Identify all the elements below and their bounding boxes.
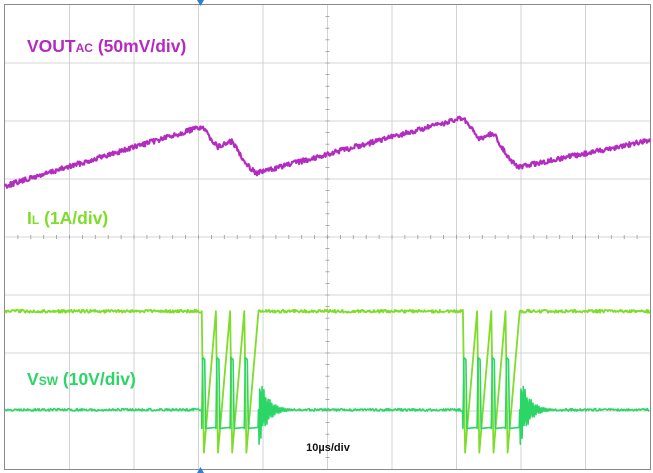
trace-il xyxy=(4,308,651,454)
traces xyxy=(3,115,651,454)
trace-vsw xyxy=(4,356,650,445)
trigger-marker-top xyxy=(197,0,204,6)
series-label-vout: VOUTAC (50mV/div) xyxy=(27,36,186,56)
series-label-vsw: VSW (10V/div) xyxy=(27,369,136,389)
trace-vout xyxy=(3,115,651,189)
series-label-il: IL (1A/div) xyxy=(27,208,108,228)
center-ticks xyxy=(17,16,638,458)
x-axis-label: 10µs/div xyxy=(306,442,351,454)
trigger-marker-bottom xyxy=(197,467,204,473)
